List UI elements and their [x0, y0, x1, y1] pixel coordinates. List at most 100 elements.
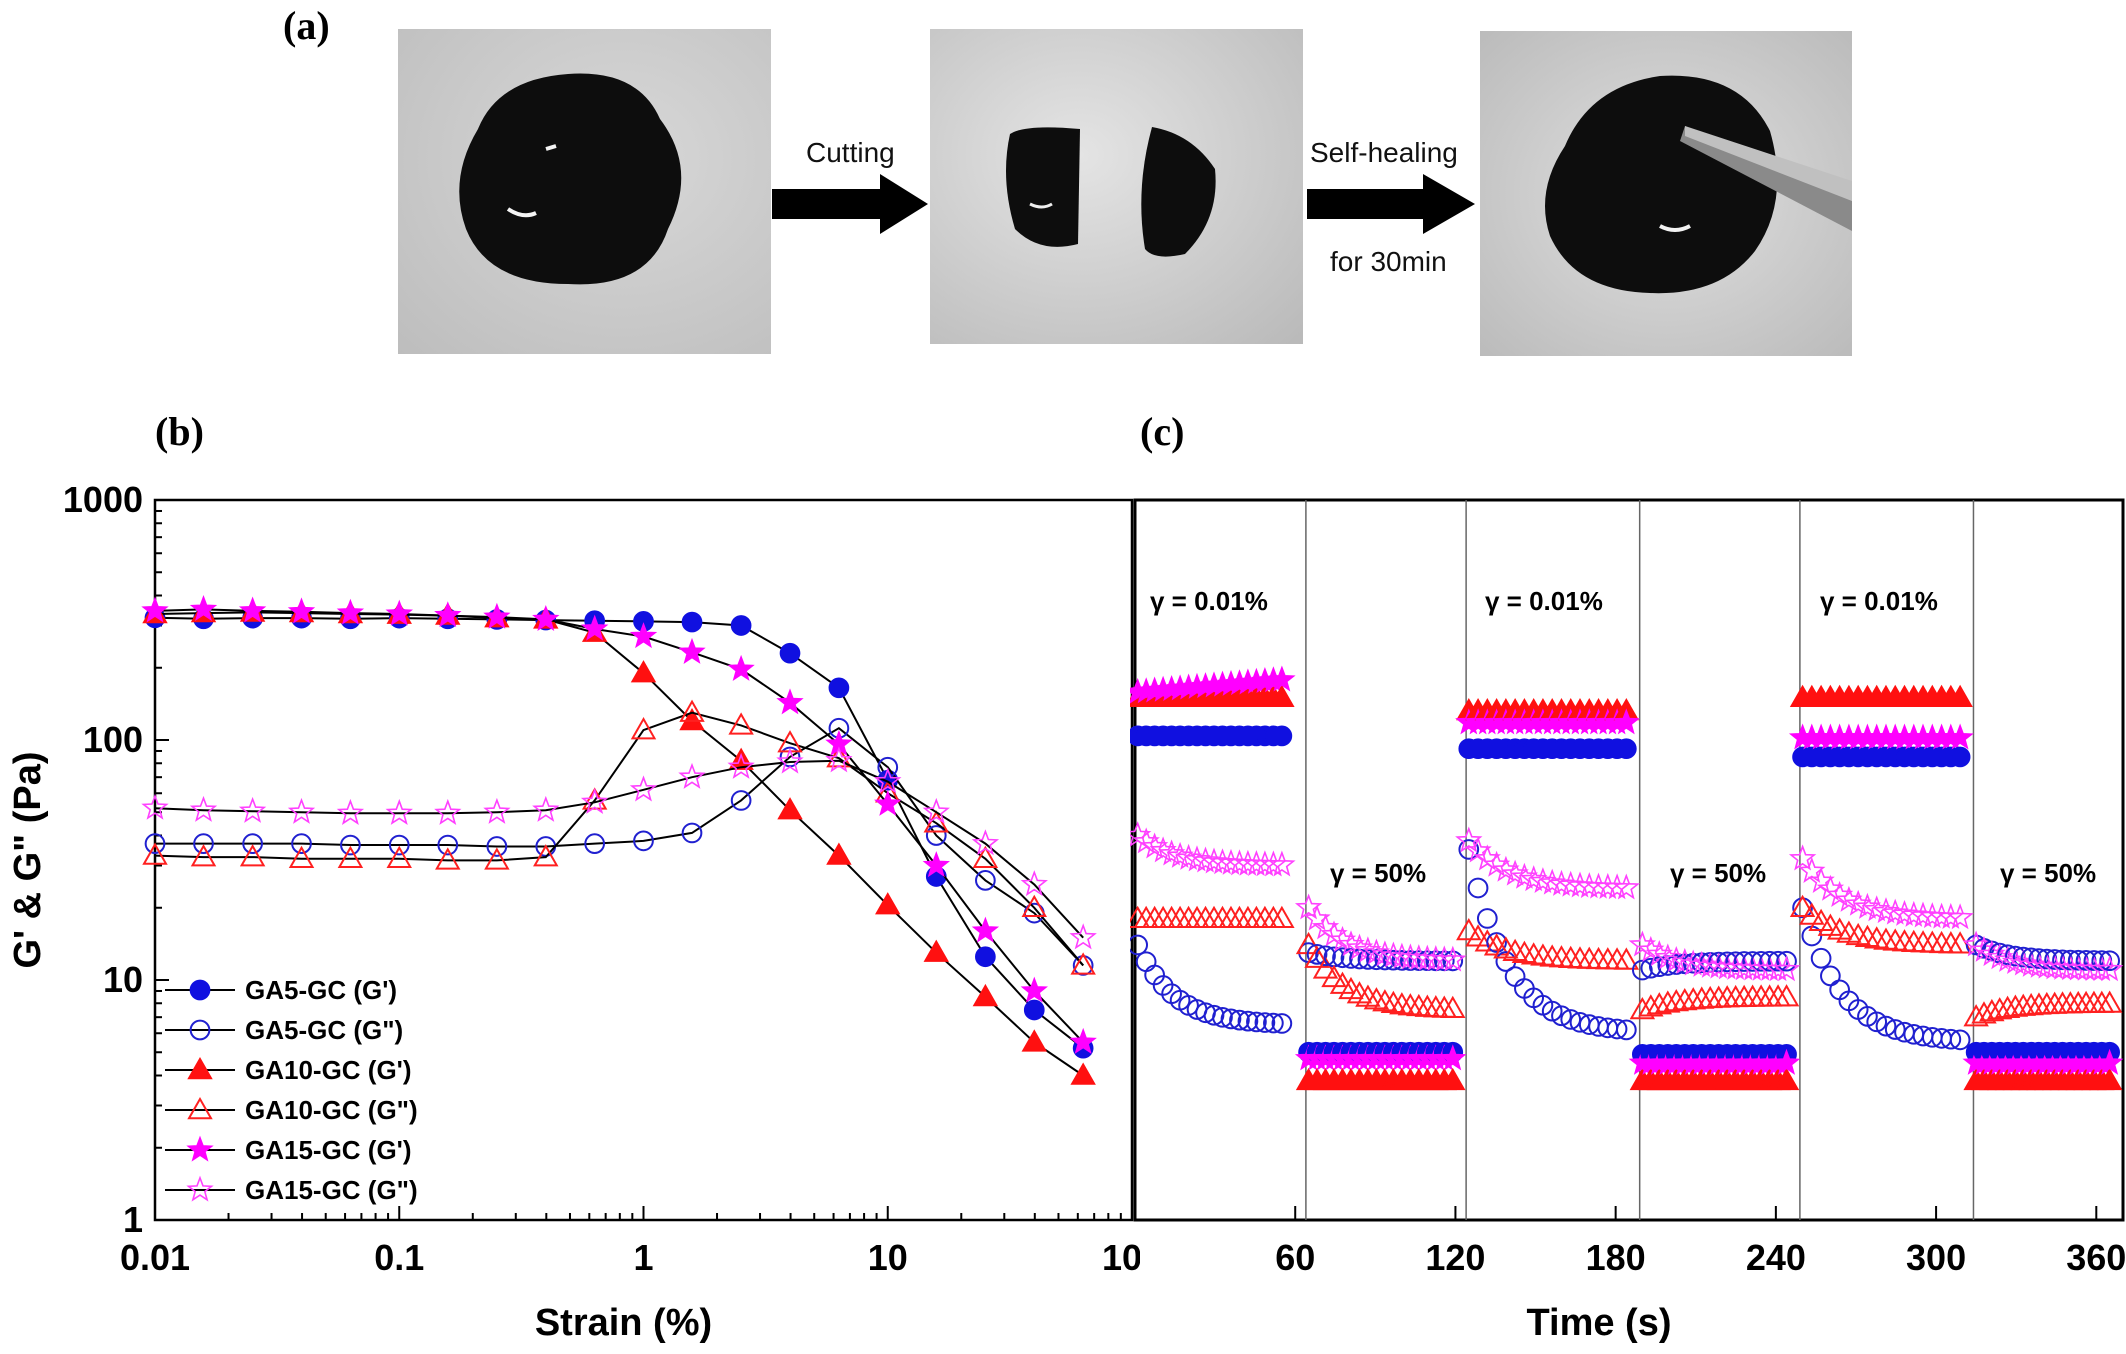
data-point [1637, 935, 1665, 962]
data-point [776, 688, 804, 715]
data-point [1613, 947, 1640, 970]
data-point [242, 833, 263, 854]
data-point [1566, 871, 1594, 898]
self-healing-time-label: for 30min [1330, 246, 1447, 277]
data-point [923, 939, 949, 962]
data-point [1200, 847, 1228, 874]
data-point [340, 834, 361, 856]
data-point [385, 599, 413, 626]
series-line [154, 759, 1084, 939]
data-point [826, 842, 852, 865]
data-point [2073, 990, 2099, 1014]
legend-label: GA15-GC (G") [245, 1175, 418, 1205]
data-point [1890, 899, 1919, 926]
data-point [1501, 859, 1529, 886]
data-point [1645, 940, 1674, 967]
data-point [580, 614, 609, 641]
data-point [679, 699, 705, 722]
data-point [1716, 951, 1738, 973]
data-point [1442, 950, 1464, 972]
data-point [1947, 684, 1973, 707]
data-point [1486, 932, 1507, 953]
data-point [1844, 889, 1872, 916]
data-point [1268, 850, 1296, 877]
data-point [1632, 959, 1653, 981]
data-point [1363, 987, 1390, 1010]
data-point [1900, 900, 1928, 927]
data-point [630, 717, 657, 740]
data-point [2025, 951, 2053, 978]
data-point [1872, 897, 1900, 924]
photo-original-gel [398, 29, 771, 354]
data-point [825, 746, 853, 773]
segment-2 [1455, 698, 1640, 1041]
data-point [1663, 989, 1690, 1012]
x-tick-label: 60 [1275, 1237, 1315, 1278]
data-point [630, 660, 657, 683]
series-4 [141, 595, 1097, 1054]
data-point [1612, 708, 1640, 735]
data-point [1772, 955, 1801, 982]
legend-label: GA10-GC (G') [245, 1055, 412, 1085]
series-5 [141, 746, 1097, 950]
data-point [1773, 1067, 1800, 1091]
data-point [629, 775, 658, 802]
series-line [155, 726, 1084, 967]
x-tick-label: 0.1 [374, 1237, 424, 1278]
data-point [877, 756, 899, 778]
data-point [1733, 951, 1755, 972]
data-point [1208, 848, 1237, 875]
data-point [779, 642, 801, 664]
data-point [1866, 1011, 1888, 1033]
data-point [1979, 998, 2005, 1022]
data-point [971, 829, 1000, 856]
data-point [633, 830, 654, 852]
legend-marker [187, 1096, 213, 1120]
data-point [1306, 944, 1328, 965]
data-point [1476, 908, 1498, 929]
data-point [584, 833, 606, 854]
series-3 [142, 699, 1096, 975]
data-point [727, 752, 755, 779]
data-point [1798, 856, 1826, 883]
x-tick-label: 180 [1586, 1237, 1646, 1278]
x-axis-label: Time (s) [1526, 1302, 1671, 1344]
data-point [1946, 723, 1974, 750]
data-point [1612, 873, 1640, 900]
data-point [144, 833, 166, 854]
legend-label: GA5-GC (G") [245, 1015, 403, 1045]
data-point [1374, 949, 1396, 971]
data-point [1312, 956, 1339, 979]
series-1 [144, 717, 1094, 976]
data-point [2096, 1067, 2123, 1091]
data-point [1439, 945, 1467, 972]
data-point [874, 767, 902, 794]
gel-original-image [459, 73, 682, 285]
y-axis-label: G' & G" (Pa) [7, 751, 49, 968]
data-point [730, 790, 752, 811]
data-point [238, 796, 267, 823]
data-point [189, 795, 218, 822]
data-point [1863, 895, 1891, 922]
data-point [678, 637, 706, 664]
panel-label-c: (c) [1140, 409, 1185, 454]
plot-frame [1133, 498, 2125, 1222]
x-axis-label: Strain (%) [535, 1302, 712, 1344]
data-point [1217, 848, 1245, 875]
strain-annotation: γ = 50% [2000, 858, 2096, 888]
data-point [1551, 1005, 1572, 1027]
data-point [1070, 952, 1096, 975]
arrow-right-icon [1307, 174, 1475, 234]
segment-0 [1130, 665, 1296, 1034]
x-tick-label: 120 [1425, 1237, 1485, 1278]
data-point [875, 892, 901, 915]
arrow-right-icon [772, 174, 928, 234]
data-point [2089, 990, 2115, 1013]
photo-cut-gel [930, 29, 1303, 344]
data-point [532, 795, 560, 822]
data-point [1304, 945, 1330, 968]
data-point [1629, 996, 1656, 1020]
strain-annotation: γ = 0.01% [1150, 586, 1268, 616]
legend-marker [189, 979, 211, 1001]
legend: GA5-GC (G') GA5-GC (G") GA10-GC (G') GA10-G… [165, 975, 418, 1205]
